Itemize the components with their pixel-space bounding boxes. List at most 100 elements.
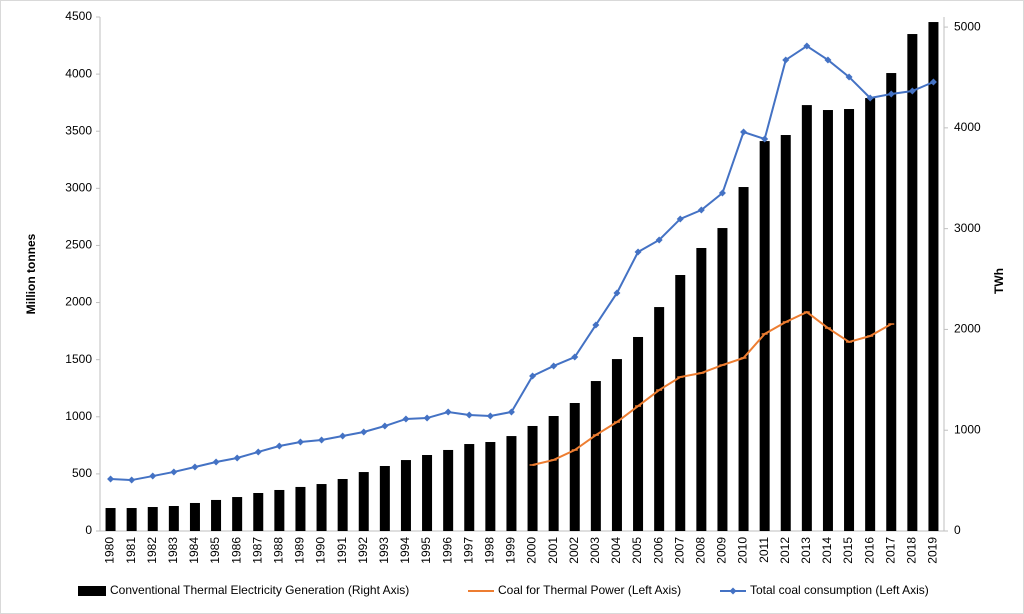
marker <box>254 448 262 456</box>
marker <box>571 353 579 361</box>
y-axis-title: Million tonnes <box>24 233 38 314</box>
marker <box>381 422 389 430</box>
y2-tick-label: 1000 <box>954 422 981 436</box>
y-tick-label: 4000 <box>65 66 92 80</box>
marker <box>613 289 621 297</box>
marker <box>676 215 684 223</box>
x-tick-label: 1988 <box>272 537 286 564</box>
marker <box>655 236 663 244</box>
x-tick-label: 1998 <box>483 537 497 564</box>
x-tick-label: 2014 <box>820 537 834 564</box>
marker <box>149 472 157 480</box>
marker <box>550 362 558 370</box>
x-tick-label: 2008 <box>694 537 708 564</box>
bar <box>801 105 812 532</box>
x-tick-label: 2011 <box>757 537 771 563</box>
x-tick-label: 2004 <box>609 537 623 564</box>
x-tick-label: 2006 <box>651 537 665 564</box>
bar <box>232 497 243 531</box>
marker <box>444 408 452 416</box>
bar <box>485 442 496 531</box>
x-tick-label: 2019 <box>926 537 940 564</box>
bar <box>253 493 264 531</box>
marker <box>929 78 937 86</box>
bar <box>822 110 833 531</box>
x-tick-label: 2018 <box>905 537 919 564</box>
marker <box>233 454 241 462</box>
bar <box>738 187 749 531</box>
legend-label: Coal for Thermal Power (Left Axis) <box>498 583 681 597</box>
bar <box>189 502 200 531</box>
y-tick-label: 1500 <box>65 352 92 366</box>
bar <box>337 478 348 531</box>
bar <box>316 484 327 531</box>
x-tick-label: 1992 <box>356 537 370 564</box>
marker <box>402 415 410 423</box>
x-tick-label: 2009 <box>715 537 729 564</box>
x-tick-label: 1985 <box>208 537 222 564</box>
marker <box>718 189 726 197</box>
x-tick-label: 1982 <box>145 537 159 564</box>
marker <box>845 73 853 81</box>
x-tick-label: 1994 <box>398 537 412 564</box>
bar <box>211 499 222 531</box>
marker <box>824 56 832 64</box>
x-tick-label: 2003 <box>588 537 602 564</box>
x-tick-label: 2012 <box>778 537 792 564</box>
marker <box>486 412 494 420</box>
legend-label: Conventional Thermal Electricity Generat… <box>110 583 409 597</box>
y2-tick-label: 0 <box>954 523 961 537</box>
x-tick-label: 1989 <box>293 537 307 564</box>
legend-swatch <box>78 586 106 596</box>
x-tick-label: 2017 <box>883 537 897 564</box>
legend-marker <box>729 587 737 595</box>
bar <box>633 336 644 531</box>
legend-label: Total coal consumption (Left Axis) <box>750 583 929 597</box>
x-tick-label: 2016 <box>862 537 876 564</box>
y-tick-label: 2000 <box>65 295 92 309</box>
bar <box>780 135 791 531</box>
x-tick-label: 2002 <box>567 537 581 564</box>
bar <box>569 403 580 531</box>
marker <box>740 128 748 136</box>
x-tick-label: 2007 <box>672 537 686 564</box>
x-tick-label: 2010 <box>736 537 750 564</box>
x-tick-label: 1997 <box>461 537 475 564</box>
bar <box>464 444 475 531</box>
line <box>532 310 892 466</box>
bar <box>422 455 433 531</box>
marker <box>529 372 537 380</box>
marker <box>866 94 874 102</box>
marker <box>634 248 642 256</box>
x-tick-label: 2000 <box>525 537 539 564</box>
marker <box>507 408 515 416</box>
x-tick-label: 2005 <box>630 537 644 564</box>
bar <box>105 508 116 531</box>
bar <box>295 486 306 531</box>
bar <box>611 359 622 531</box>
bar <box>506 436 517 531</box>
bar <box>907 34 918 531</box>
marker <box>908 87 916 95</box>
bar <box>147 507 158 531</box>
line <box>110 44 934 482</box>
bar <box>168 506 179 531</box>
bar <box>675 275 686 531</box>
x-tick-label: 1986 <box>229 537 243 564</box>
bar <box>358 472 369 531</box>
y-tick-label: 1000 <box>65 409 92 423</box>
x-tick-label: 1999 <box>504 537 518 564</box>
marker <box>318 436 326 444</box>
marker <box>128 476 136 484</box>
bar <box>527 425 538 531</box>
marker <box>592 321 600 329</box>
marker <box>887 90 895 98</box>
y-tick-label: 3500 <box>65 123 92 137</box>
marker <box>170 468 178 476</box>
x-tick-label: 2015 <box>841 537 855 564</box>
x-tick-label: 1980 <box>103 537 117 564</box>
bar <box>844 109 855 531</box>
marker <box>761 135 769 143</box>
bar <box>379 465 390 531</box>
marker <box>697 206 705 214</box>
